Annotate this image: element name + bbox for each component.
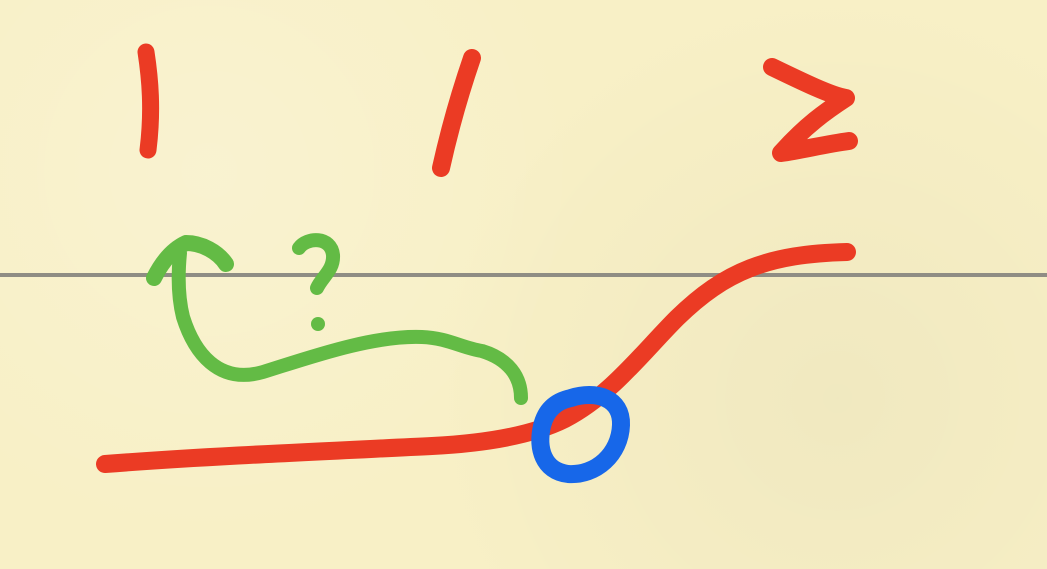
red-curve — [96, 243, 856, 473]
green-arrowhead — [146, 235, 234, 286]
blue-circle — [531, 386, 630, 484]
label-two — [763, 58, 858, 162]
label-one-middle — [432, 49, 481, 177]
label-one-left — [137, 43, 160, 159]
green-arrow-curve — [171, 246, 528, 405]
question-mark-dot — [311, 317, 325, 331]
question-mark-stroke — [292, 233, 340, 295]
